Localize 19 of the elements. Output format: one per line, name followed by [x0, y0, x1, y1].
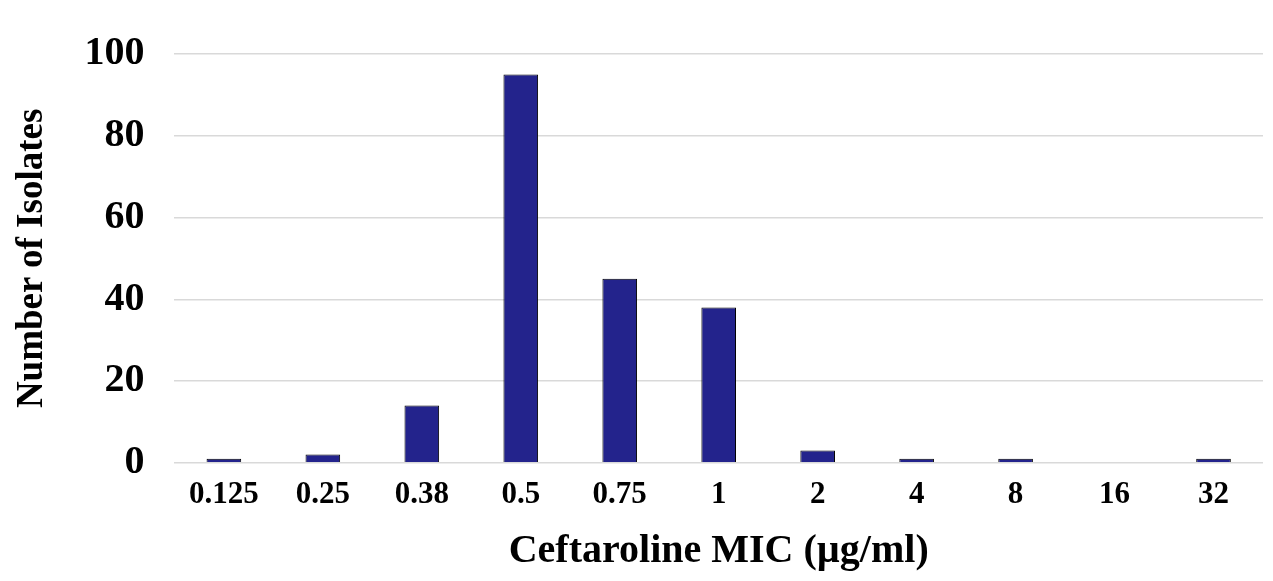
y-tick-label: 40: [104, 273, 145, 319]
x-axis-title: Ceftaroline MIC (µg/ml): [508, 526, 929, 572]
x-tick-label: 16: [1099, 475, 1131, 511]
x-tick-label: 4: [908, 475, 925, 511]
x-tick-label: 2: [809, 475, 826, 511]
x-tick-label: 0.5: [501, 475, 541, 511]
x-tick-label: 8: [1007, 475, 1024, 511]
y-tick-label: 100: [84, 28, 145, 74]
x-tick-label: 0.125: [189, 475, 259, 511]
x-tick-label: 0.75: [592, 475, 647, 511]
x-tick-label: 1: [710, 475, 727, 511]
y-tick-label: 80: [104, 110, 145, 156]
y-axis-title: Number of Isolates: [8, 108, 50, 409]
x-tick-label: 32: [1198, 475, 1230, 511]
x-tick-label: 0.38: [394, 475, 449, 511]
y-tick-label: 60: [104, 191, 145, 237]
x-tick-label: 0.25: [295, 475, 350, 511]
y-tick-label: 20: [104, 355, 145, 401]
y-tick-label: 0: [124, 437, 145, 483]
